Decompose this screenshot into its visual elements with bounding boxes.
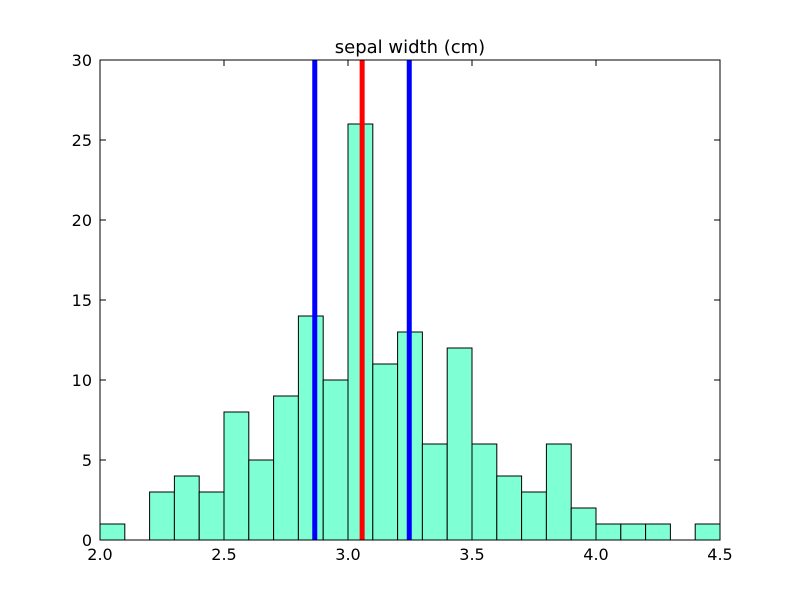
x-tick-label: 4.0 <box>583 545 608 564</box>
y-tick-label: 25 <box>72 131 92 150</box>
y-tick-label: 0 <box>82 531 92 550</box>
x-tick-label: 3.5 <box>459 545 484 564</box>
histogram-bar <box>545 443 572 541</box>
y-tick-label: 10 <box>72 371 92 390</box>
x-axis: 2.0 2.5 3.0 3.5 4.0 4.5 <box>87 60 733 564</box>
histogram-bar <box>496 475 523 541</box>
histogram-bar <box>446 347 473 541</box>
histogram-bar <box>223 411 250 541</box>
histogram-bar <box>620 523 647 541</box>
vertical-lines-group <box>312 60 412 540</box>
histogram-bar <box>645 523 671 541</box>
histogram-bar <box>149 491 175 541</box>
histogram-bar <box>372 363 399 541</box>
chart-title: sepal width (cm) <box>335 37 485 58</box>
histogram-bar <box>99 523 126 541</box>
histogram-bar <box>198 491 225 541</box>
histogram-bar <box>273 395 299 541</box>
y-tick-label: 20 <box>72 211 92 230</box>
histogram-bar <box>322 379 349 541</box>
y-tick-label: 30 <box>72 51 92 70</box>
histogram-bar <box>421 443 448 541</box>
histogram-bar <box>471 443 498 541</box>
y-tick-label: 15 <box>72 291 92 310</box>
histogram-bar <box>570 507 597 541</box>
histogram-bar <box>694 523 721 541</box>
x-tick-label: 4.5 <box>707 545 732 564</box>
y-tick-label: 5 <box>82 451 92 470</box>
x-tick-label: 2.0 <box>87 545 112 564</box>
x-tick-label: 3.0 <box>335 545 360 564</box>
x-tick-label: 2.5 <box>211 545 236 564</box>
histogram-bar <box>248 459 275 541</box>
histogram-bar <box>173 475 200 541</box>
y-axis: 0 5 10 15 20 25 30 <box>72 51 720 550</box>
histogram-bar <box>521 491 547 541</box>
histogram-bar <box>595 523 622 541</box>
histogram-bar <box>297 315 324 541</box>
